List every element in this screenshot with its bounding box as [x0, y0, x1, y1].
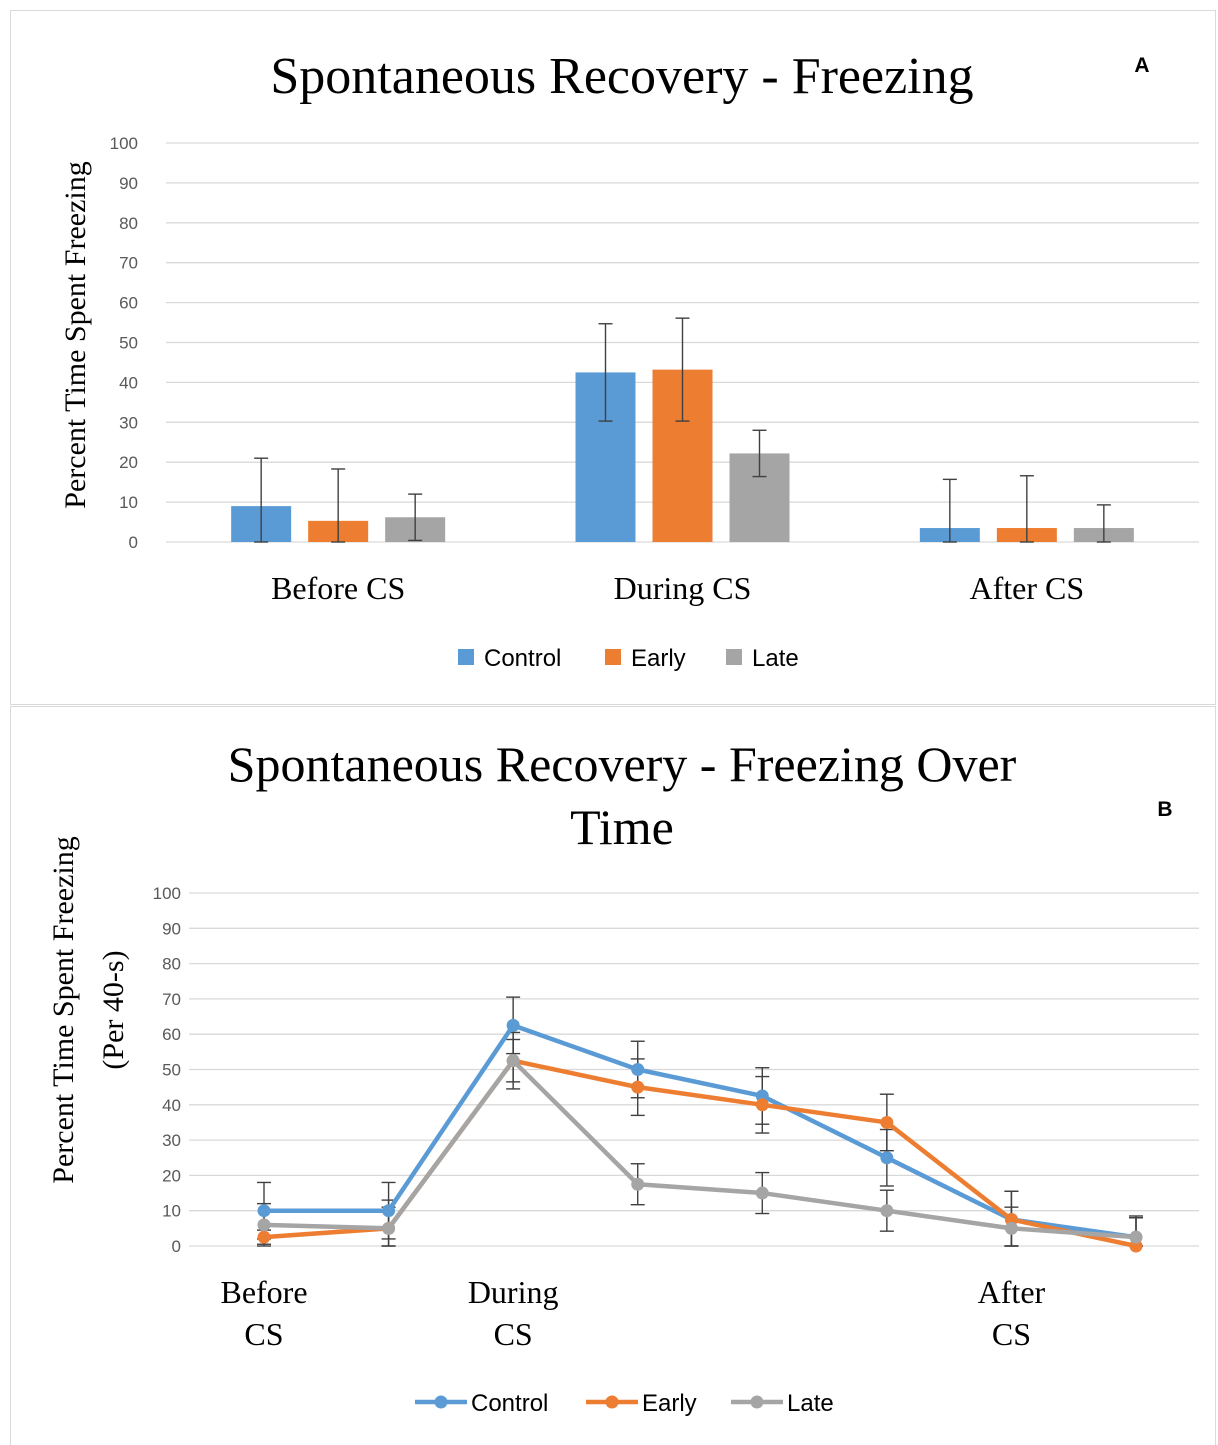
legend: Control Early Late: [458, 645, 799, 672]
data-points: [257, 1018, 1143, 1253]
point-early: [880, 1115, 894, 1129]
category-label: Before CS: [271, 570, 405, 606]
point-late: [880, 1204, 894, 1218]
y-tick-label: 40: [162, 1096, 181, 1115]
legend-item-early: Early: [605, 645, 686, 672]
point-late: [1004, 1221, 1018, 1235]
y-tick-label: 10: [119, 493, 138, 512]
legend-swatch: [458, 649, 474, 665]
legend-swatch: [726, 649, 742, 665]
legend-swatch: [605, 649, 621, 665]
x-annotation-label: CS: [992, 1316, 1031, 1352]
x-annotation-label: CS: [494, 1316, 533, 1352]
point-control: [382, 1204, 396, 1218]
point-early: [257, 1230, 271, 1244]
point-late: [257, 1218, 271, 1232]
category-label: After CS: [970, 570, 1085, 606]
error-bars: [254, 317, 1111, 543]
legend-marker: [434, 1395, 448, 1409]
legend-item-control: Control: [458, 645, 561, 672]
series-line-control: [261, 1023, 1139, 1240]
y-axis-title-line-2: (Per 40-s): [97, 950, 130, 1069]
y-tick-label: 70: [162, 990, 181, 1009]
y-tick-label: 80: [162, 955, 181, 974]
y-tick-label: 20: [162, 1166, 181, 1185]
point-early: [631, 1080, 645, 1094]
point-control: [257, 1204, 271, 1218]
legend-item-late: Late: [731, 1390, 834, 1417]
y-tick-label: 30: [119, 413, 138, 432]
legend-item-late: Late: [726, 645, 799, 672]
y-tick-label: 0: [129, 533, 138, 552]
category-labels: Before CS During CS After CS: [271, 570, 1084, 606]
series-line-late: [261, 1058, 1139, 1240]
y-tick-labels: 0 10 20 30 40 50 60 70 80 90 100: [153, 884, 181, 1256]
chart-panel-a: Spontaneous Recovery - Freezing A Percen…: [10, 10, 1216, 705]
y-tick-label: 50: [119, 334, 138, 353]
y-tick-label: 80: [119, 214, 138, 233]
y-tick-label: 60: [119, 294, 138, 313]
point-control: [631, 1063, 645, 1076]
y-tick-label: 40: [119, 373, 138, 392]
point-late: [506, 1054, 520, 1068]
y-tick-label: 70: [119, 254, 138, 273]
legend-label: Early: [631, 645, 686, 672]
legend-item-early: Early: [586, 1390, 697, 1417]
category-label: During CS: [614, 570, 752, 606]
y-tick-label: 100: [110, 134, 138, 153]
bar-chart: Spontaneous Recovery - Freezing A Percen…: [59, 48, 1199, 672]
legend-item-control: Control: [415, 1390, 548, 1417]
point-late: [631, 1177, 645, 1191]
legend: Control Early Late: [415, 1390, 834, 1417]
x-annotations: Before CS During CS After CS: [220, 1274, 1045, 1352]
point-late: [1129, 1230, 1143, 1244]
x-annotation-label: CS: [244, 1316, 283, 1352]
gridlines: [189, 892, 1199, 1247]
legend-label: Control: [484, 645, 561, 672]
point-control: [880, 1151, 894, 1165]
y-axis-title-line-1: Percent Time Spent Freezing: [47, 836, 80, 1183]
y-tick-label: 100: [153, 884, 181, 903]
legend-label: Late: [752, 645, 799, 672]
panel-label: B: [1157, 798, 1172, 821]
legend-marker: [605, 1395, 619, 1409]
y-tick-label: 0: [172, 1237, 181, 1256]
legend-label: Control: [471, 1390, 548, 1417]
y-tick-labels: 0 10 20 30 40 50 60 70 80 90 100: [110, 134, 138, 552]
legend-label: Early: [642, 1390, 697, 1417]
x-annotation-label: Before: [220, 1274, 307, 1310]
line-chart: Spontaneous Recovery - Freezing Over Tim…: [47, 736, 1199, 1417]
y-tick-label: 50: [162, 1061, 181, 1080]
y-axis-title: Percent Time Spent Freezing: [59, 161, 92, 508]
legend-label: Late: [787, 1390, 834, 1417]
y-tick-label: 90: [162, 919, 181, 938]
x-annotation-label: During: [468, 1274, 559, 1310]
y-tick-label: 90: [119, 174, 138, 193]
point-late: [382, 1221, 396, 1235]
chart-title-line-1: Spontaneous Recovery - Freezing Over: [228, 736, 1017, 792]
point-late: [755, 1186, 769, 1200]
legend-marker: [750, 1395, 764, 1409]
point-early: [755, 1098, 769, 1112]
panel-label: A: [1134, 54, 1149, 77]
chart-title-line-2: Time: [570, 799, 674, 855]
series-lines: [261, 1023, 1139, 1249]
y-tick-label: 20: [119, 453, 138, 472]
y-tick-label: 10: [162, 1202, 181, 1221]
chart-panel-b: Spontaneous Recovery - Freezing Over Tim…: [10, 706, 1216, 1445]
y-tick-label: 30: [162, 1131, 181, 1150]
point-control: [506, 1018, 520, 1032]
y-tick-label: 60: [162, 1025, 181, 1044]
chart-title: Spontaneous Recovery - Freezing: [270, 48, 973, 105]
x-annotation-label: After: [978, 1274, 1046, 1310]
